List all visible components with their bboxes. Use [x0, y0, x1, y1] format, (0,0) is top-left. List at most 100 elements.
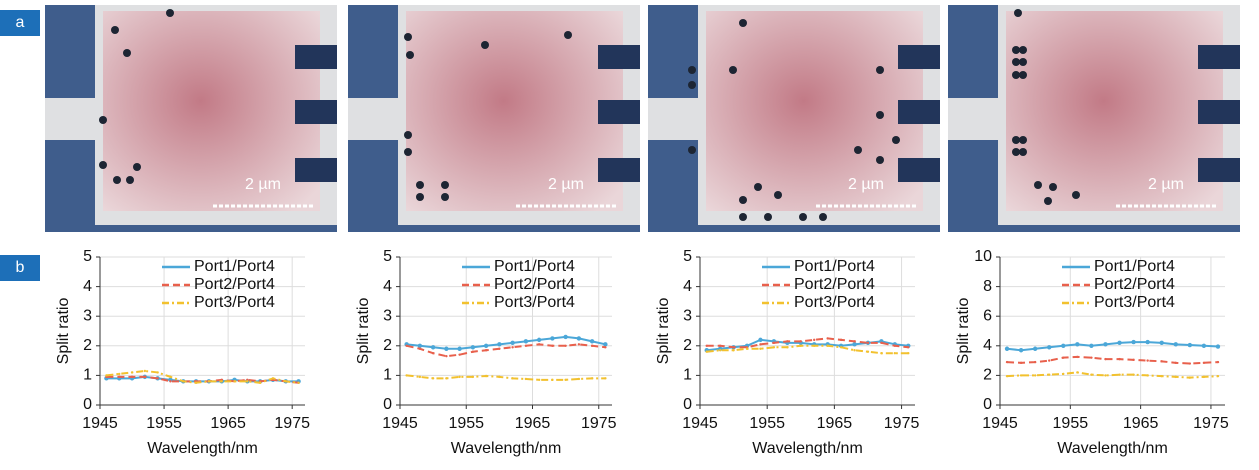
y-tick-label: 1 [383, 367, 392, 384]
data-point [880, 352, 883, 355]
data-point [471, 350, 475, 353]
data-point [604, 346, 607, 349]
data-point [118, 375, 121, 379]
etched-hole [564, 31, 572, 39]
etched-hole [1012, 148, 1020, 156]
data-point [839, 338, 843, 342]
y-tick-label: 3 [683, 307, 692, 324]
etched-hole [892, 136, 900, 144]
data-point [445, 377, 448, 380]
data-point [1032, 346, 1038, 351]
legend-label: Port3/Port4 [1094, 294, 1175, 311]
data-point [1160, 360, 1163, 363]
series-line [406, 335, 606, 350]
legend-label: Port2/Port4 [194, 276, 275, 293]
data-point [893, 344, 897, 347]
y-tick-label: 0 [383, 396, 392, 413]
y-tick-label: 0 [83, 396, 92, 413]
data-point [457, 346, 462, 351]
output-port [295, 158, 337, 182]
data-point [813, 338, 816, 342]
series-line [706, 344, 909, 355]
data-point [536, 337, 542, 343]
x-tick-label: 1975 [581, 415, 617, 432]
x-tick-label: 1965 [210, 415, 246, 432]
data-point [284, 380, 287, 383]
data-point [1062, 356, 1065, 359]
data-point [458, 375, 461, 379]
data-point [130, 375, 134, 379]
x-axis-label: Wavelength/nm [147, 440, 258, 457]
scale-bar-label: 2 µm [1148, 176, 1184, 193]
scale-bar-label: 2 µm [548, 176, 584, 193]
data-point [537, 378, 541, 382]
data-point [577, 377, 581, 381]
data-point [1089, 343, 1094, 348]
etched-hole [111, 26, 119, 34]
y-tick-label: 1 [83, 367, 92, 384]
data-point [182, 380, 185, 383]
etched-hole [1034, 181, 1042, 189]
y-tick-label: 4 [83, 278, 92, 295]
data-point [772, 341, 776, 345]
etched-hole [123, 49, 131, 57]
etched-hole [1012, 46, 1020, 54]
series-line [106, 369, 299, 384]
y-tick-label: 10 [974, 248, 992, 265]
data-point [577, 343, 581, 346]
data-point [1019, 361, 1023, 365]
data-point [1047, 345, 1052, 350]
legend-label: Port1/Port4 [194, 258, 275, 275]
output-port [898, 100, 940, 124]
etched-hole [1012, 136, 1020, 144]
data-point [786, 346, 789, 349]
device-body [706, 11, 923, 211]
etched-hole [799, 213, 807, 221]
data-point [1076, 355, 1079, 359]
data-point [1146, 359, 1149, 362]
x-tick-label: 1975 [884, 415, 920, 432]
data-point [576, 336, 582, 341]
data-point [1132, 373, 1135, 376]
data-point [1018, 348, 1024, 353]
panel-label: a [16, 14, 25, 31]
y-axis-label: Split ratio [655, 298, 672, 365]
data-point [484, 374, 488, 378]
y-axis-label: Split ratio [955, 298, 972, 365]
data-point [418, 347, 422, 350]
data-point [511, 346, 514, 349]
y-tick-label: 4 [383, 278, 392, 295]
etched-hole [1044, 197, 1052, 205]
data-point [705, 344, 708, 347]
y-tick-label: 6 [983, 307, 992, 324]
etched-hole [99, 116, 107, 124]
etched-hole [729, 66, 737, 74]
x-tick-label: 1975 [1193, 415, 1229, 432]
data-point [524, 344, 528, 347]
data-point [405, 344, 408, 347]
data-point [169, 380, 172, 383]
etched-hole [774, 191, 782, 199]
data-point [589, 339, 595, 344]
data-point [590, 344, 594, 347]
legend-label: Port3/Port4 [494, 294, 575, 311]
data-point [759, 347, 762, 350]
data-point [758, 337, 763, 343]
data-point [430, 345, 436, 350]
data-point [1215, 344, 1221, 349]
x-axis-label: Wavelength/nm [752, 440, 863, 457]
device-body [406, 11, 623, 211]
series-line [406, 374, 606, 381]
y-tick-label: 0 [983, 396, 992, 413]
x-tick-label: 1945 [382, 415, 418, 432]
etched-hole [1019, 46, 1027, 54]
series-line [1006, 371, 1219, 379]
y-tick-label: 4 [683, 278, 692, 295]
x-tick-label: 1955 [1053, 415, 1089, 432]
data-point [550, 336, 555, 341]
data-point [511, 377, 514, 380]
sem-image: 2 µm [648, 5, 940, 232]
y-tick-label: 3 [83, 307, 92, 324]
legend-label: Port1/Port4 [1094, 258, 1175, 275]
